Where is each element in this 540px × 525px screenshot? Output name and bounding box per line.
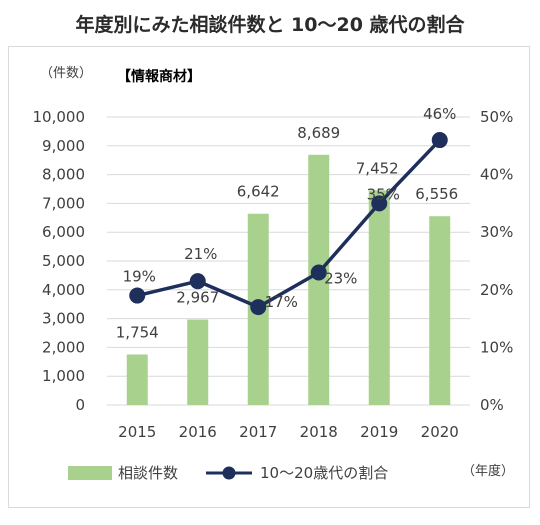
ratio-point bbox=[129, 287, 146, 304]
x-tick-label: 2017 bbox=[239, 423, 277, 441]
x-tick-label: 2015 bbox=[118, 423, 156, 441]
y-left-tick-label: 2,000 bbox=[42, 338, 85, 356]
line-data-label: 23% bbox=[324, 270, 357, 288]
y-left-tick-label: 8,000 bbox=[42, 166, 85, 184]
bar bbox=[187, 319, 209, 405]
y-right-tick-label: 50% bbox=[480, 108, 513, 126]
category-tag: 【情報商材】 bbox=[117, 69, 201, 85]
x-axis-unit-label: （年度） bbox=[462, 464, 515, 479]
chart-frame bbox=[8, 46, 530, 508]
y-axis-unit-label: （件数） bbox=[40, 66, 93, 81]
bar-data-label: 8,689 bbox=[297, 124, 340, 142]
ratio-point bbox=[431, 132, 448, 149]
x-tick-label: 2019 bbox=[360, 423, 398, 441]
line-data-label: 46% bbox=[423, 105, 456, 123]
y-left-tick-label: 7,000 bbox=[42, 194, 85, 212]
ratio-point bbox=[310, 264, 327, 281]
x-tick-label: 2016 bbox=[179, 423, 217, 441]
ratio-point bbox=[371, 195, 388, 212]
line-data-label: 35% bbox=[367, 185, 400, 203]
y-right-tick-label: 30% bbox=[480, 223, 513, 241]
bar-data-label: 6,556 bbox=[415, 185, 458, 203]
chart-title: 年度別にみた相談件数と 10～20 歳代の割合 bbox=[75, 14, 465, 36]
y-left-tick-label: 1,000 bbox=[42, 367, 85, 385]
y-left-tick-label: 4,000 bbox=[42, 281, 85, 299]
x-tick-label: 2018 bbox=[300, 423, 338, 441]
legend: 相談件数 10～20歳代の割合 bbox=[68, 462, 388, 483]
bar-data-label: 7,452 bbox=[356, 159, 399, 177]
legend-bar-swatch bbox=[68, 465, 112, 480]
y-left-tick-label: 9,000 bbox=[42, 137, 85, 155]
legend-line-label: 10～20歳代の割合 bbox=[260, 464, 389, 482]
y-right-tick-label: 10% bbox=[480, 338, 513, 356]
bar bbox=[126, 354, 148, 405]
ratio-point bbox=[189, 273, 206, 290]
bar-data-label: 1,754 bbox=[116, 323, 159, 341]
y-left-tick-label: 10,000 bbox=[33, 108, 86, 126]
ratio-point bbox=[250, 299, 267, 316]
legend-line-swatch bbox=[204, 465, 254, 481]
y-left-tick-label: 0 bbox=[75, 396, 85, 414]
line-data-label: 19% bbox=[123, 268, 156, 286]
line-data-label: 17% bbox=[265, 293, 298, 311]
line-data-label: 21% bbox=[184, 245, 217, 263]
x-tick-label: 2020 bbox=[421, 423, 459, 441]
bar bbox=[368, 190, 390, 405]
y-right-tick-label: 40% bbox=[480, 166, 513, 184]
y-right-tick-label: 0% bbox=[480, 396, 504, 414]
legend-bar-label: 相談件数 bbox=[118, 464, 179, 482]
ratio-line bbox=[136, 138, 442, 309]
y-left-tick-label: 6,000 bbox=[42, 223, 85, 241]
y-right-tick-label: 20% bbox=[480, 281, 513, 299]
bar-data-label: 6,642 bbox=[237, 183, 280, 201]
y-left-tick-label: 3,000 bbox=[42, 310, 85, 328]
bar-data-label: 2,967 bbox=[176, 289, 219, 307]
bar bbox=[429, 216, 451, 405]
y-left-tick-label: 5,000 bbox=[42, 252, 85, 270]
